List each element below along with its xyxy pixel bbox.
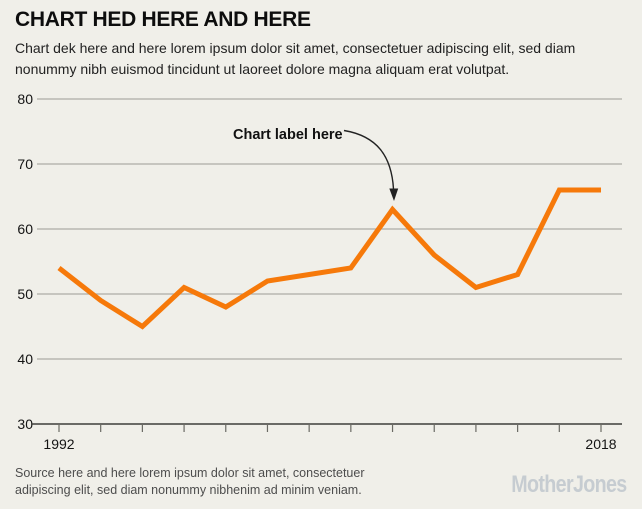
annotation-arrow (343, 129, 395, 190)
y-axis-labels: 30 40 50 60 70 80 (17, 91, 33, 432)
y-axis-label: 40 (17, 351, 33, 367)
chart-title: CHART HED HERE AND HERE (15, 8, 311, 31)
y-axis-label: 70 (17, 156, 33, 172)
x-axis: 1992 2018 (31, 423, 622, 452)
y-axis-label: 50 (17, 286, 33, 302)
annotation-arrowhead (389, 188, 399, 201)
gridlines (37, 98, 622, 360)
y-axis-label: 30 (17, 416, 33, 432)
x-axis-label: 2018 (585, 436, 616, 452)
annotation: Chart label here (233, 127, 399, 201)
annotation-label: Chart label here (233, 127, 343, 143)
x-axis-label: 1992 (43, 436, 74, 452)
chart-dek: Chart dek here and here lorem ipsum dolo… (15, 40, 576, 77)
y-axis-label: 80 (17, 91, 33, 107)
source-note: Source here and here lorem ipsum dolor s… (15, 466, 365, 497)
y-axis-label: 60 (17, 221, 33, 237)
motherjones-logo: MotherJones (511, 471, 628, 498)
data-line (57, 187, 601, 330)
